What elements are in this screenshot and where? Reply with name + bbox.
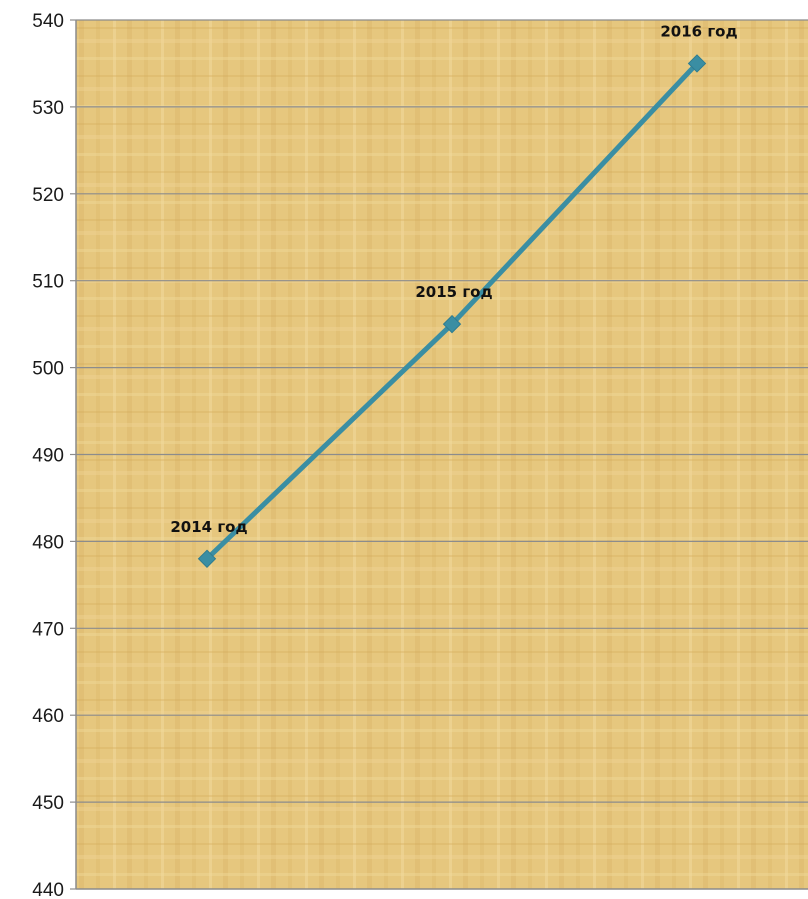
y-tick-label: 500 (32, 359, 64, 380)
data-point-marker (687, 54, 707, 73)
data-labels: 2014 год 2015 год 2016 год (170, 22, 737, 535)
y-tick-label: 530 (32, 98, 64, 119)
y-tick-label: 460 (32, 706, 64, 727)
data-label: 2015 год (415, 283, 492, 301)
y-tick-label: 520 (32, 185, 64, 206)
y-tick-label: 450 (32, 793, 64, 814)
y-tick-label: 470 (32, 619, 64, 640)
series-group (197, 54, 707, 568)
y-tick-label: 480 (32, 532, 64, 553)
y-axis-ticks: 440 450 460 470 480 490 500 510 520 530 540 (32, 11, 64, 899)
data-point-marker (197, 549, 217, 568)
data-label: 2014 год (170, 518, 247, 536)
y-tick-label: 440 (32, 880, 64, 899)
data-label: 2016 год (660, 22, 737, 40)
y-tick-label: 540 (32, 11, 64, 32)
data-point-marker (442, 314, 462, 334)
gridlines (70, 19, 808, 890)
y-tick-label: 510 (32, 272, 64, 293)
y-tick-label: 490 (32, 446, 64, 467)
